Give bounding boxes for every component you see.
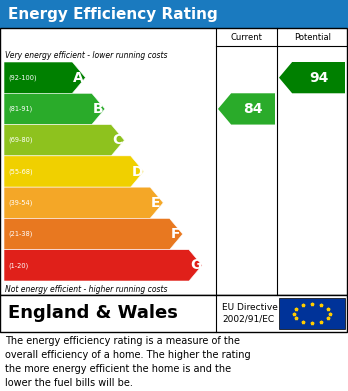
- Text: The energy efficiency rating is a measure of the
overall efficiency of a home. T: The energy efficiency rating is a measur…: [5, 336, 251, 388]
- Polygon shape: [4, 93, 105, 125]
- Polygon shape: [4, 250, 202, 281]
- Text: D: D: [132, 165, 143, 179]
- Text: B: B: [93, 102, 103, 116]
- Text: Energy Efficiency Rating: Energy Efficiency Rating: [8, 7, 218, 22]
- Text: C: C: [112, 133, 122, 147]
- Text: A: A: [73, 71, 84, 84]
- Polygon shape: [279, 62, 345, 93]
- Polygon shape: [4, 156, 144, 187]
- Text: G: G: [190, 258, 201, 273]
- Polygon shape: [4, 62, 86, 93]
- Text: (21-38): (21-38): [8, 231, 32, 237]
- Polygon shape: [4, 187, 163, 219]
- Bar: [0, 0, 348, 28]
- Text: 2002/91/EC: 2002/91/EC: [222, 314, 274, 323]
- Polygon shape: [218, 93, 275, 125]
- Text: (55-68): (55-68): [8, 168, 33, 175]
- Text: Very energy efficient - lower running costs: Very energy efficient - lower running co…: [5, 52, 167, 61]
- Polygon shape: [4, 125, 124, 156]
- Text: Current: Current: [231, 32, 262, 41]
- Text: 84: 84: [243, 102, 263, 116]
- Bar: [0, 28, 347, 295]
- Text: (92-100): (92-100): [8, 74, 37, 81]
- Text: (39-54): (39-54): [8, 199, 32, 206]
- Text: England & Wales: England & Wales: [8, 305, 178, 323]
- Text: E: E: [151, 196, 161, 210]
- Bar: [0, 295, 347, 332]
- Text: F: F: [171, 227, 180, 241]
- Text: EU Directive: EU Directive: [222, 303, 278, 312]
- Text: 94: 94: [309, 71, 328, 84]
- Bar: [279, 298, 345, 329]
- Text: (81-91): (81-91): [8, 106, 32, 112]
- Text: Not energy efficient - higher running costs: Not energy efficient - higher running co…: [5, 285, 167, 294]
- Text: (69-80): (69-80): [8, 137, 32, 143]
- Polygon shape: [4, 219, 183, 250]
- Text: Potential: Potential: [294, 32, 331, 41]
- Text: (1-20): (1-20): [8, 262, 28, 269]
